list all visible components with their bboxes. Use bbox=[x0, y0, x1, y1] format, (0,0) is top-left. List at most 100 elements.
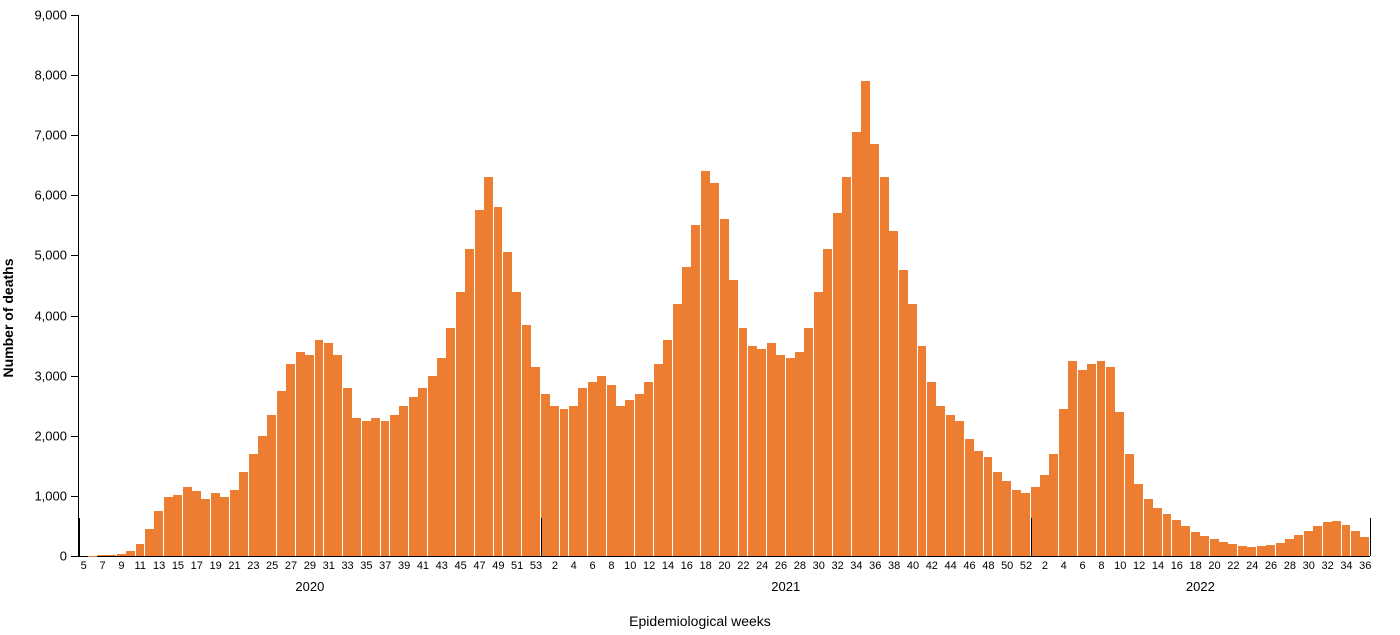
bar bbox=[503, 252, 512, 556]
bar bbox=[823, 249, 832, 556]
bar bbox=[220, 497, 229, 556]
bar bbox=[1219, 542, 1228, 556]
bar bbox=[399, 406, 408, 556]
bar bbox=[993, 472, 1002, 556]
bar bbox=[1191, 532, 1200, 556]
bar bbox=[201, 499, 210, 556]
bar bbox=[418, 388, 427, 556]
y-tick-label: 8,000 bbox=[34, 68, 67, 83]
bar bbox=[1313, 526, 1322, 556]
bar bbox=[663, 340, 672, 556]
y-tick bbox=[71, 75, 79, 76]
bar bbox=[1031, 487, 1040, 556]
year-separator bbox=[1031, 518, 1032, 556]
bar bbox=[955, 421, 964, 556]
bar bbox=[739, 328, 748, 556]
bar bbox=[804, 328, 813, 556]
bar bbox=[324, 343, 333, 556]
bar bbox=[390, 415, 399, 556]
bar bbox=[522, 325, 531, 556]
bar bbox=[1068, 361, 1077, 556]
bar bbox=[277, 391, 286, 556]
bar bbox=[541, 394, 550, 556]
bar bbox=[192, 491, 201, 556]
bar bbox=[183, 487, 192, 556]
x-axis-label: Epidemiological weeks bbox=[629, 613, 771, 629]
bar bbox=[607, 385, 616, 556]
bar bbox=[1257, 546, 1266, 556]
year-label: 2021 bbox=[771, 579, 800, 594]
bar bbox=[1181, 526, 1190, 556]
bar bbox=[1125, 454, 1134, 556]
bar bbox=[691, 225, 700, 556]
bar bbox=[531, 367, 540, 556]
y-tick-label: 1,000 bbox=[34, 488, 67, 503]
bar bbox=[428, 376, 437, 556]
bar bbox=[1294, 535, 1303, 556]
bar bbox=[258, 436, 267, 556]
bar bbox=[644, 382, 653, 556]
bar bbox=[1106, 367, 1115, 556]
bar bbox=[1228, 544, 1237, 556]
bar bbox=[164, 497, 173, 556]
bar bbox=[889, 231, 898, 556]
bar bbox=[861, 81, 870, 556]
bar bbox=[286, 364, 295, 556]
bar bbox=[1200, 536, 1209, 556]
bar bbox=[946, 415, 955, 556]
bar bbox=[757, 349, 766, 556]
bar bbox=[239, 472, 248, 556]
y-tick bbox=[71, 195, 79, 196]
bar bbox=[1342, 525, 1351, 556]
bar bbox=[965, 439, 974, 556]
bar bbox=[1049, 454, 1058, 556]
bar bbox=[974, 451, 983, 556]
bar bbox=[136, 544, 145, 556]
y-tick bbox=[71, 255, 79, 256]
bar bbox=[249, 454, 258, 556]
bar bbox=[560, 409, 569, 556]
bar bbox=[927, 382, 936, 556]
bar bbox=[720, 219, 729, 556]
year-separator bbox=[541, 518, 542, 556]
bar bbox=[475, 210, 484, 556]
bar bbox=[267, 415, 276, 556]
bar bbox=[701, 171, 710, 556]
bar bbox=[984, 457, 993, 556]
deaths-bar-chart: Number of deaths Epidemiological weeks 0… bbox=[0, 0, 1400, 635]
bar bbox=[1040, 475, 1049, 556]
bar bbox=[1247, 547, 1256, 556]
year-separator bbox=[1370, 518, 1371, 556]
bar bbox=[437, 358, 446, 556]
bar bbox=[786, 358, 795, 556]
bar bbox=[1163, 514, 1172, 556]
bar bbox=[1351, 531, 1360, 556]
bar bbox=[1059, 409, 1068, 556]
bar bbox=[1012, 490, 1021, 556]
bar bbox=[409, 397, 418, 556]
y-tick-label: 0 bbox=[60, 549, 67, 564]
bar bbox=[1021, 493, 1030, 556]
bar bbox=[1153, 508, 1162, 556]
bar bbox=[870, 144, 879, 556]
bar bbox=[880, 177, 889, 556]
y-tick bbox=[71, 436, 79, 437]
y-tick-label: 2,000 bbox=[34, 428, 67, 443]
bar bbox=[748, 346, 757, 556]
bar bbox=[446, 328, 455, 556]
year-separator bbox=[79, 518, 80, 556]
bar bbox=[343, 388, 352, 556]
bar bbox=[296, 352, 305, 556]
bar bbox=[918, 346, 927, 556]
bar bbox=[352, 418, 361, 556]
y-tick bbox=[71, 376, 79, 377]
y-tick-label: 5,000 bbox=[34, 248, 67, 263]
year-label: 2020 bbox=[295, 579, 324, 594]
bar bbox=[512, 292, 521, 556]
bar bbox=[569, 406, 578, 556]
bar bbox=[550, 406, 559, 556]
bar bbox=[154, 511, 163, 556]
bar bbox=[578, 388, 587, 556]
bar bbox=[899, 270, 908, 556]
bar bbox=[1172, 520, 1181, 556]
